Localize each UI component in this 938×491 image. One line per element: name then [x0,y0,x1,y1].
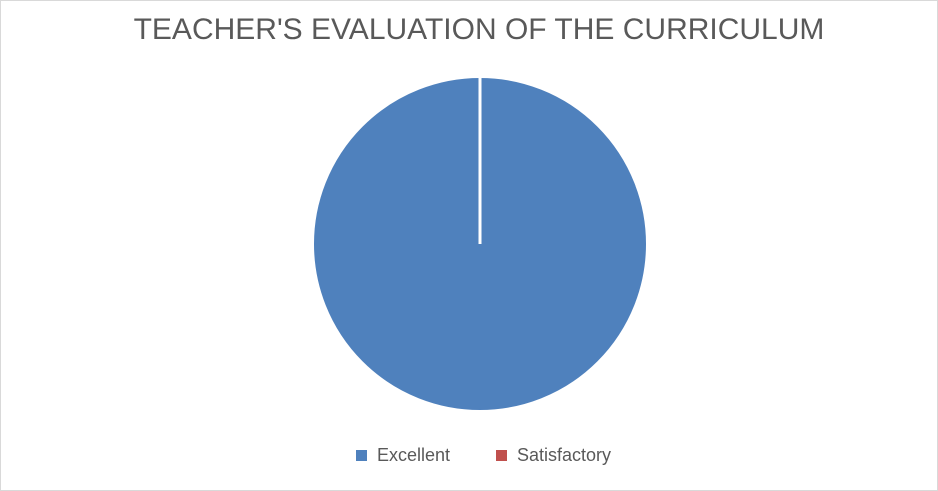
chart-title: TEACHER'S EVALUATION OF THE CURRICULUM [134,13,825,46]
legend-swatch [356,450,367,461]
legend-swatch [496,450,507,461]
legend-label: Excellent [377,445,450,465]
legend-label: Satisfactory [517,445,611,465]
